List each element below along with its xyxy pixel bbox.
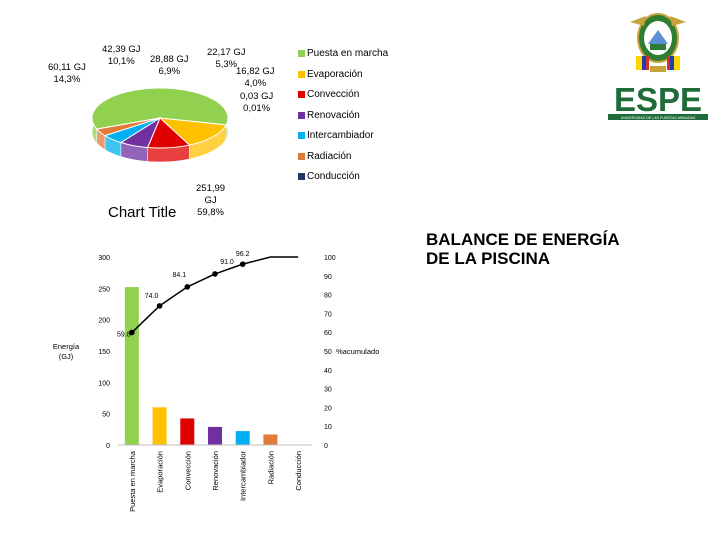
legend-label: Convección	[307, 89, 360, 100]
bar-renovacion	[208, 426, 222, 445]
legend-item-renovacion: Renovación	[298, 110, 360, 121]
logo-text: ESPE	[614, 81, 702, 118]
y-tick-label: 0	[106, 443, 110, 450]
y-axis-title: Energía (GJ)	[53, 342, 80, 361]
y2-axis-title: %acumulado	[336, 347, 379, 356]
cumulative-point	[184, 284, 191, 290]
pie-label-radiacion: 16,82 GJ 4,0%	[236, 66, 275, 89]
legend-swatch	[298, 50, 305, 57]
cumulative-label: 96.2	[236, 251, 250, 258]
pie-label-puesta: 251,99 GJ 59,8%	[196, 183, 226, 218]
coat-of-arms-icon	[630, 13, 686, 72]
y2-tick-label: 40	[324, 368, 332, 375]
cumulative-point	[129, 329, 135, 336]
cumulative-label: 84.1	[172, 272, 186, 279]
y2-tick-label: 10	[324, 424, 332, 431]
y2-tick-label: 0	[324, 443, 328, 450]
legend-swatch	[298, 132, 305, 139]
bar-intercambiador	[235, 431, 250, 445]
slide-heading: BALANCE DE ENERGÍA DE LA PISCINA	[426, 230, 646, 268]
legend-label: Conducción	[307, 171, 360, 182]
heading-line-2: DE LA PISCINA	[426, 249, 551, 268]
pareto-chart: 0 50 100 150 200 250 300 0 10 20 30 40 50 60 70 80 90 100…	[53, 251, 380, 512]
bar-conveccion	[180, 418, 195, 445]
legend-item-intercambiador: Intercambiador	[298, 130, 374, 141]
x-tick-label: Renovación	[211, 451, 220, 491]
legend-swatch	[298, 111, 305, 119]
x-tick-label: Intercambiador	[239, 451, 248, 502]
legend-label: Renovación	[307, 109, 360, 121]
legend-label: Puesta en marcha	[307, 48, 389, 59]
logo-subtitle: UNIVERSIDAD DE LAS FUERZAS ARMADAS	[621, 116, 696, 120]
legend-swatch	[298, 152, 305, 160]
y-tick-label: 200	[98, 318, 110, 325]
pie-label-intercambiador: 22,17 GJ 5,3%	[207, 47, 246, 70]
y-tick-label: 300	[98, 255, 110, 262]
legend-item-puesta-en-marcha: Puesta en marcha	[298, 48, 388, 59]
y2-tick-label: 100	[324, 255, 336, 262]
y2-tick-label: 60	[324, 330, 332, 337]
bar-radiacion	[263, 434, 278, 445]
cumulative-label: 91.0	[220, 259, 234, 266]
pie-slice-puesta-en-marcha	[91, 87, 229, 130]
y-tick-label: 100	[98, 380, 110, 387]
legend-item-conveccion: Convección	[298, 89, 359, 100]
legend-item-radiacion: Radiación	[298, 151, 351, 162]
bar-evaporacion	[152, 407, 167, 445]
legend-label: Intercambiador	[307, 130, 374, 141]
x-tick-label: Conducción	[294, 451, 303, 491]
legend-swatch	[298, 91, 305, 98]
y2-tick-label: 90	[324, 274, 332, 281]
espe-logo: ESPE UNIVERSIDAD DE LAS FUERZAS ARMADAS	[608, 13, 708, 120]
y2-tick-label: 20	[324, 405, 332, 412]
y2-tick-label: 50	[324, 349, 332, 356]
legend-label: Radiación	[307, 150, 352, 162]
x-tick-label: Radiación	[266, 451, 275, 484]
pie-label-renovacion: 28,88 GJ 6,9%	[150, 54, 189, 77]
x-tick-label: Puesta en marcha	[128, 450, 137, 512]
pie-slice-conduccion	[95, 117, 161, 130]
cumulative-label: 59.8	[117, 332, 131, 339]
pie-slice-evaporacion	[158, 117, 228, 146]
pie-chart-title: Chart Title	[108, 204, 177, 221]
legend-label: Evaporación	[307, 68, 363, 80]
y-tick-label: 150	[98, 349, 110, 356]
legend-item-conduccion: Conducción	[298, 171, 360, 182]
cumulative-point	[239, 261, 246, 267]
legend-item-evaporacion: Evaporación	[298, 69, 363, 80]
legend-swatch	[298, 70, 305, 78]
cumulative-label: 74.0	[145, 293, 159, 300]
heading-line-1: BALANCE DE ENERGÍA	[426, 230, 620, 249]
bar-puesta-en-marcha	[124, 287, 139, 445]
legend-swatch	[298, 173, 305, 180]
cumulative-point	[156, 303, 163, 309]
pie-label-conduccion: 0,03 GJ 0,01%	[240, 91, 274, 114]
pie-label-conveccion: 42,39 GJ 10,1%	[102, 44, 141, 67]
x-tick-label: Evaporación	[156, 451, 165, 493]
y2-tick-label: 80	[324, 293, 332, 300]
pie-label-evaporacion: 60,11 GJ 14,3%	[48, 62, 86, 85]
cumulative-point	[212, 271, 218, 277]
y-tick-label: 50	[102, 412, 110, 419]
pie-chart	[91, 87, 229, 163]
y-tick-label: 250	[98, 286, 110, 293]
y2-tick-label: 70	[324, 311, 332, 318]
y2-tick-label: 30	[324, 387, 332, 394]
x-tick-label: Convección	[183, 451, 192, 490]
